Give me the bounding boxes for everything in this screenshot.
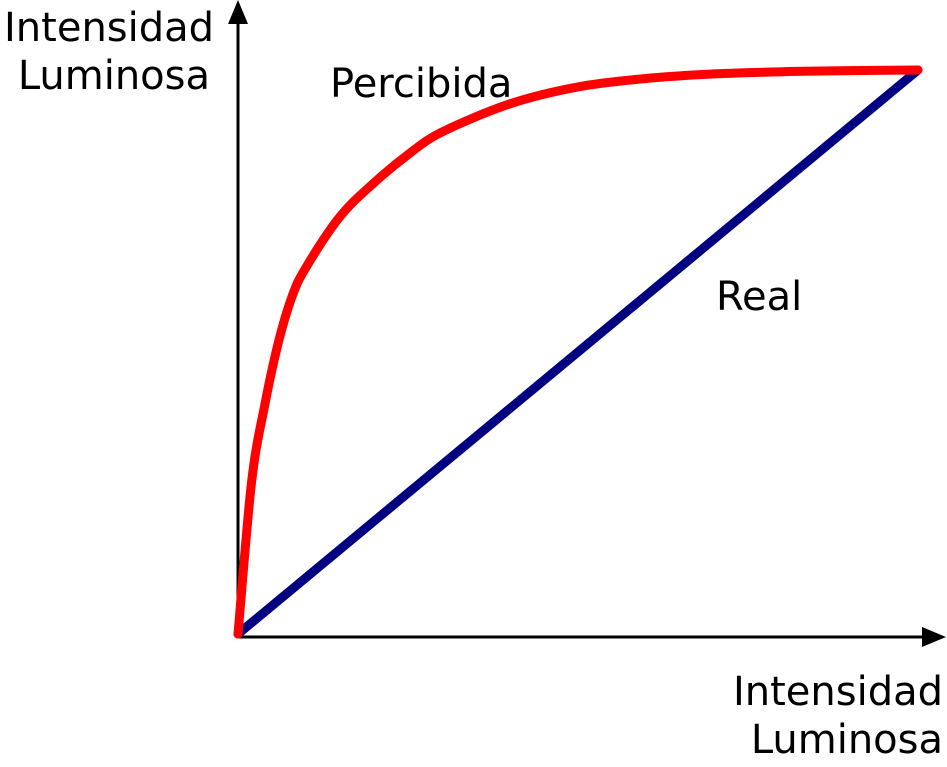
y-axis-label-line-1: Intensidad xyxy=(4,5,215,51)
series-layer xyxy=(233,65,923,639)
series-line-real xyxy=(233,65,923,639)
axes xyxy=(228,0,946,647)
y-axis-arrow xyxy=(228,0,248,24)
series-label-percibida: Percibida xyxy=(330,61,513,107)
x-axis-arrow xyxy=(922,627,946,647)
series-line-percibida xyxy=(233,65,923,639)
x-axis-label-line-2: Luminosa xyxy=(750,717,943,763)
x-axis-label: Intensidad Luminosa xyxy=(703,668,943,764)
y-axis-label-line-2: Luminosa xyxy=(17,53,210,99)
y-axis-label: Intensidad Luminosa xyxy=(4,4,215,100)
series-label-real: Real xyxy=(716,274,803,320)
x-axis-label-line-1: Intensidad xyxy=(732,669,943,715)
